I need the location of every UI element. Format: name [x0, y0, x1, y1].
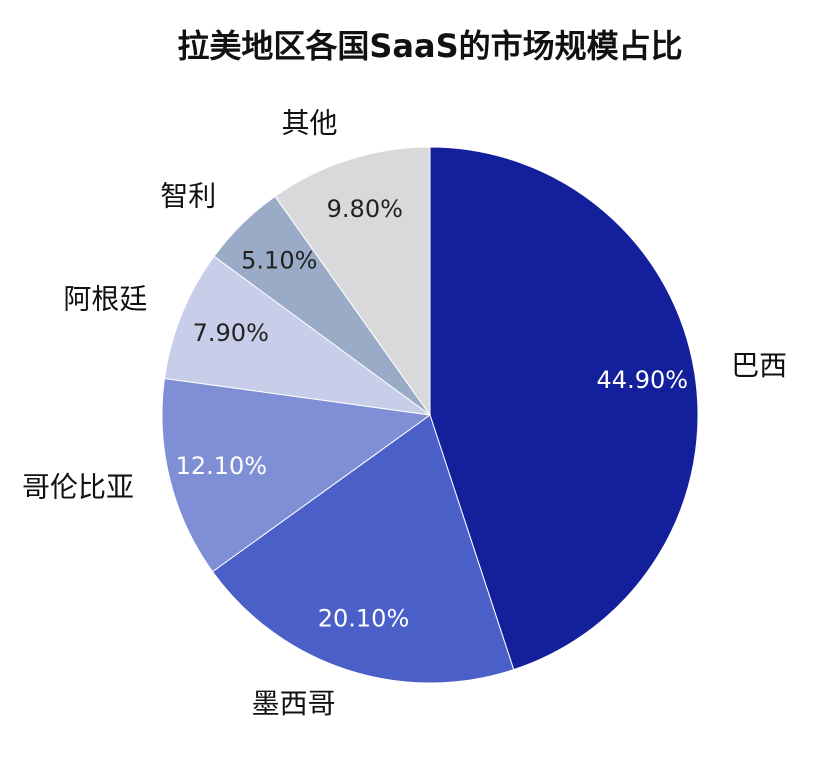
category-label: 墨西哥 — [252, 687, 336, 720]
category-label: 其他 — [281, 106, 337, 139]
pie-slice — [274, 146, 431, 417]
value-label: 7.90% — [193, 319, 269, 347]
pie-slice — [163, 255, 431, 416]
category-label: 阿根廷 — [63, 282, 147, 315]
pie-slice — [161, 377, 432, 573]
pie-slice — [211, 414, 515, 684]
value-label: 44.90% — [597, 366, 689, 394]
chart-title: 拉美地区各国SaaS的市场规模占比 — [177, 27, 682, 65]
value-label: 12.10% — [176, 452, 268, 480]
value-label: 5.10% — [241, 247, 317, 275]
category-label: 巴西 — [731, 349, 787, 382]
pie-slice — [429, 146, 699, 671]
value-label: 20.10% — [318, 604, 410, 632]
value-label: 9.80% — [327, 195, 403, 223]
category-label: 智利 — [160, 179, 216, 212]
category-label: 哥伦比亚 — [22, 471, 134, 504]
